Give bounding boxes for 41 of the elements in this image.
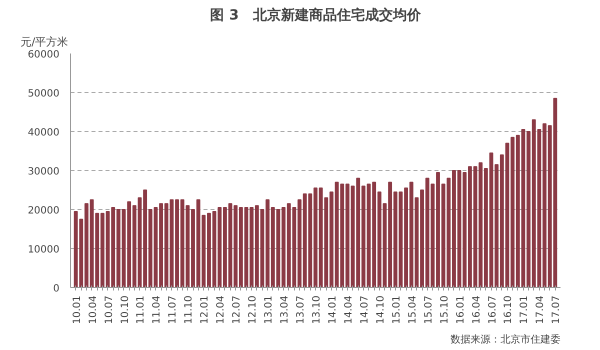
x-tick-label: 14.04 xyxy=(343,295,354,324)
x-tick-label: 15.04 xyxy=(407,295,418,324)
x-tick-label: 11.01 xyxy=(136,295,147,324)
y-tick-label: 60000 xyxy=(28,50,60,60)
x-tick-label: 14.07 xyxy=(359,295,370,324)
x-tick-label: 17.01 xyxy=(519,295,530,324)
x-tick-label: 15.01 xyxy=(391,295,402,324)
x-tick-label: 11.04 xyxy=(152,295,163,324)
chart-title: 图 3 北京新建商品住宅成交均价 xyxy=(210,6,422,24)
x-tick-label: 13.10 xyxy=(312,295,322,324)
x-tick-label: 15.07 xyxy=(423,295,434,324)
x-tick-label: 13.01 xyxy=(264,295,275,324)
x-tick-label: 16.10 xyxy=(503,295,514,324)
x-tick-label: 15.10 xyxy=(439,295,450,324)
y-tick-label: 10000 xyxy=(28,244,60,256)
x-tick-label: 12.01 xyxy=(200,295,211,324)
x-tick-label: 13.07 xyxy=(296,295,307,324)
x-tick-label: 12.07 xyxy=(232,295,243,324)
x-tick-label: 14.01 xyxy=(327,295,338,324)
x-tick-label: 14.10 xyxy=(375,295,386,324)
y-tick-label: 0 xyxy=(53,284,60,294)
x-tick-label: 13.04 xyxy=(280,295,291,324)
y-tick-label: 50000 xyxy=(28,88,60,100)
y-axis-title: 元/平方米 xyxy=(20,36,68,48)
x-tick-label: 11.07 xyxy=(168,295,179,324)
x-tick-label: 10.10 xyxy=(120,295,131,324)
x-tick-label: 17.04 xyxy=(535,295,546,324)
x-tick-label: 12.10 xyxy=(248,295,259,324)
x-tick-label: 12.04 xyxy=(216,295,227,324)
x-tick-label: 10.07 xyxy=(104,295,115,324)
x-tick-label: 10.04 xyxy=(88,295,99,324)
source-note: 数据来源：北京市住建委 xyxy=(450,334,560,346)
x-tick-label: 16.07 xyxy=(487,295,498,324)
x-tick-label: 11.10 xyxy=(184,295,195,324)
y-tick-label: 20000 xyxy=(28,206,60,216)
y-tick-label: 40000 xyxy=(28,128,60,138)
x-tick-label: 16.04 xyxy=(471,295,482,324)
x-tick-label: 10.01 xyxy=(72,295,83,324)
y-tick-label: 30000 xyxy=(28,166,60,178)
x-tick-label: 17.07 xyxy=(551,295,562,324)
x-tick-label: 16.01 xyxy=(455,295,466,324)
